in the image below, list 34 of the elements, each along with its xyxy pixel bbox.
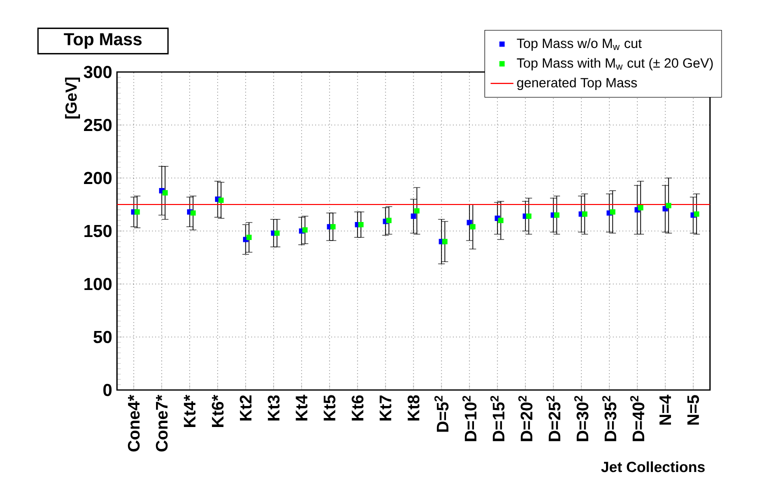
x-tick-label: Kt6* <box>212 394 224 427</box>
legend-label: generated Top Mass <box>517 78 637 90</box>
x-tick-label: D=35$^{2}$ <box>602 396 616 442</box>
y-tick-label: 250 <box>84 118 112 132</box>
x-tick-label: Cone7* <box>156 394 168 452</box>
x-tick-label: Kt8 <box>408 395 420 420</box>
x-tick-label: Kt3 <box>268 395 280 420</box>
y-tick-label: 150 <box>84 224 112 238</box>
y-tick-label: 300 <box>84 66 112 78</box>
x-tick-label: Kt2 <box>240 395 252 420</box>
legend-label: Top Mass w/o M$_{w}$ cut <box>516 38 642 51</box>
x-tick-label: D=20$^{2}$ <box>518 396 532 442</box>
x-tick-label: D=25$^{2}$ <box>546 396 560 442</box>
x-tick-label: Kt6 <box>352 395 364 420</box>
x-axis-title: Jet Collections <box>601 461 705 472</box>
x-tick-label: D=5$^{2}$ <box>434 396 449 432</box>
x-tick-label: Kt5 <box>324 395 336 420</box>
x-tick-label: N=5 <box>687 395 700 425</box>
x-tick-label: Kt7 <box>380 395 392 420</box>
y-tick-label: 0 <box>103 384 112 396</box>
y-tick-label: 200 <box>84 172 112 184</box>
x-tick-label: Kt4 <box>296 394 308 420</box>
y-tick-label: 100 <box>84 278 112 290</box>
x-tick-label: D=30$^{2}$ <box>574 396 588 442</box>
legend-label: Top Mass with M$_{w}$ cut (± 20 GeV) <box>516 58 713 70</box>
x-tick-label: N=4 <box>660 394 671 425</box>
chart-title: Top Mass <box>64 33 142 49</box>
x-tick-label: D=10$^{2}$ <box>462 396 477 442</box>
x-tick-label: D=15$^{2}$ <box>490 396 504 442</box>
x-tick-label: Kt4* <box>184 394 196 427</box>
y-axis-title: [GeV] <box>65 78 80 118</box>
x-tick-label: Cone4* <box>128 394 140 452</box>
y-tick-label: 50 <box>94 330 112 344</box>
x-tick-label: D=40$^{2}$ <box>630 396 644 442</box>
